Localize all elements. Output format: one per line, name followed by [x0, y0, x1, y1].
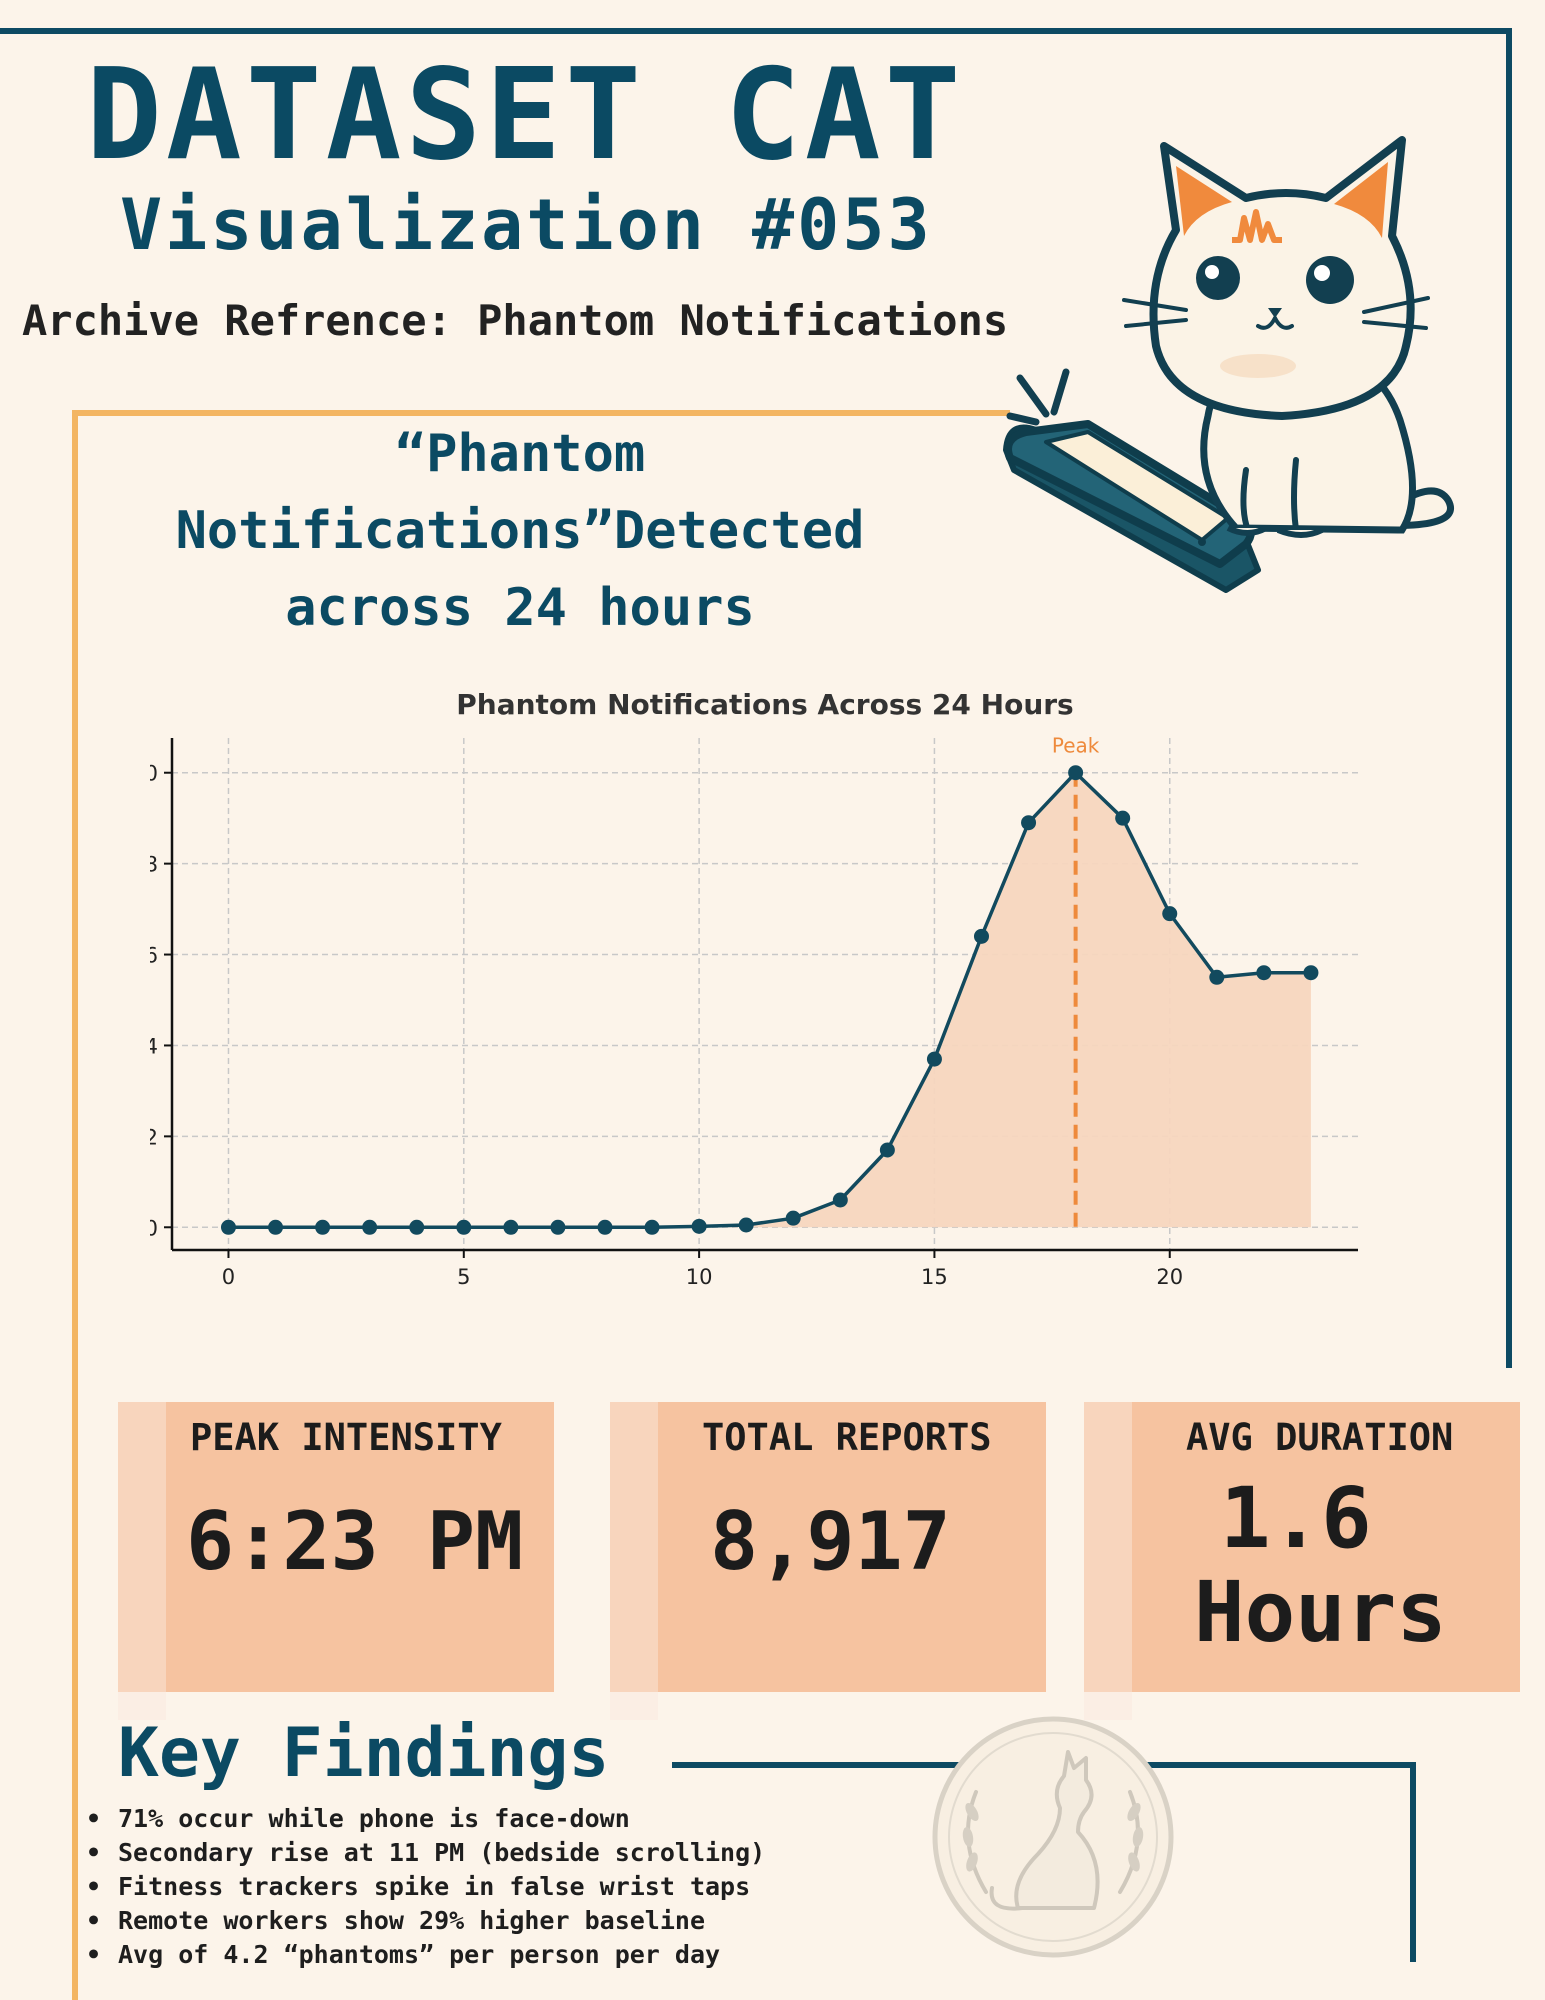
line-chart: Phantom Notifications Across 24 Hours 0 2 4… [150, 690, 1358, 1289]
phone-icon [1003, 420, 1261, 593]
findings-title: Key Findings [118, 1714, 610, 1793]
data-point [785, 1210, 801, 1226]
data-point [597, 1219, 613, 1235]
finding-item: Avg of 4.2 “phantoms” per person per day [86, 1938, 765, 1972]
frame-right-line [1506, 28, 1512, 1368]
stat-value: 8,917 [710, 1495, 951, 1588]
card-shadow [610, 1692, 658, 1720]
vibration-lines [1006, 368, 1070, 426]
data-point [315, 1219, 331, 1235]
headline-line-3: across 24 hours [285, 578, 755, 638]
stat-card-peak: PEAK INTENSITY 6:23 PM [118, 1402, 554, 1720]
stat-value-unit: Hours [1194, 1563, 1447, 1661]
data-point [1068, 765, 1084, 781]
data-point [503, 1219, 519, 1235]
data-point [550, 1219, 566, 1235]
stat-card-total: TOTAL REPORTS 8,917 [610, 1402, 1046, 1720]
data-point [879, 1142, 895, 1158]
stat-label: PEAK INTENSITY [190, 1416, 502, 1459]
chart-headline: “Phantom Notifications”Detected across 2… [110, 416, 930, 647]
gold-frame-left [72, 410, 78, 2000]
data-point [1256, 965, 1272, 981]
x-tick-label: 15 [921, 1265, 948, 1289]
card-stripe [118, 1402, 166, 1692]
y-tick-label: 6 [150, 944, 158, 968]
stat-value: 6:23 PM [186, 1495, 524, 1588]
data-point [1021, 815, 1037, 831]
data-point [456, 1219, 472, 1235]
card-shadow [1084, 1692, 1132, 1720]
finding-item: Remote workers show 29% higher baseline [86, 1904, 765, 1938]
data-point [738, 1217, 754, 1233]
data-point [973, 928, 989, 944]
data-point [362, 1219, 378, 1235]
data-point [220, 1219, 236, 1235]
y-tick-label: 8 [150, 853, 158, 877]
headline-line-2: Notifications”Detected [175, 501, 865, 561]
finding-item: 71% occur while phone is face-down [86, 1802, 765, 1836]
y-tick-label: 4 [150, 1034, 158, 1058]
page-title: DATASET CAT [86, 41, 965, 188]
page-subtitle: Visualization #053 [120, 184, 933, 266]
finding-item: Fitness trackers spike in false wrist ta… [86, 1870, 765, 1904]
archive-reference: Archive Refrence: Phantom Notifications [22, 296, 1009, 345]
x-tick-label: 5 [457, 1265, 470, 1289]
stat-label: TOTAL REPORTS [702, 1416, 992, 1459]
finding-item: Secondary rise at 11 PM (bedside scrolli… [86, 1836, 765, 1870]
data-point [1303, 965, 1319, 981]
data-point [644, 1219, 660, 1235]
card-shadow [118, 1692, 166, 1720]
findings-list: 71% occur while phone is face-down Secon… [86, 1802, 765, 1972]
findings-frame-right [1410, 1762, 1416, 1962]
data-point [1162, 906, 1178, 922]
series-line [228, 770, 1311, 1230]
data-point [832, 1192, 848, 1208]
data-point [1115, 810, 1131, 826]
data-point [691, 1218, 707, 1234]
card-stripe [610, 1402, 658, 1692]
data-point [926, 1051, 942, 1067]
y-tick-label: 2 [150, 1125, 158, 1149]
data-point [1209, 969, 1225, 985]
x-tick-label: 0 [222, 1265, 235, 1289]
frame-top-line [0, 28, 1512, 34]
data-point [409, 1219, 425, 1235]
headline-line-1: “Phantom [394, 424, 646, 484]
data-point [268, 1219, 284, 1235]
peak-label: Peak [1052, 734, 1100, 758]
stat-value-number: 1.6 [1220, 1469, 1372, 1567]
area-fill [228, 772, 1311, 1228]
y-tick-label: 10 [150, 762, 158, 786]
stat-label: AVG DURATION [1186, 1416, 1454, 1459]
cat-illustration [1003, 136, 1454, 593]
x-tick-label: 10 [686, 1265, 713, 1289]
y-tick-label: 0 [150, 1216, 158, 1240]
card-stripe [1084, 1402, 1132, 1692]
cat-seal-emblem [932, 1716, 1174, 1958]
gold-frame-top [72, 410, 1010, 416]
chart-title: Phantom Notifications Across 24 Hours [456, 690, 1073, 721]
stat-card-duration: AVG DURATION 1.6 Hours [1084, 1402, 1520, 1720]
x-tick-label: 20 [1156, 1265, 1183, 1289]
